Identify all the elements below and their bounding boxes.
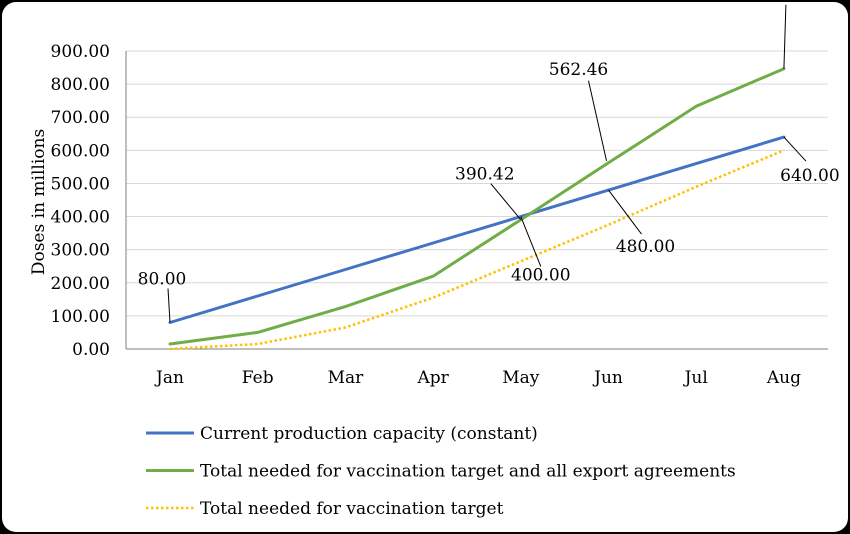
y-tick-label: 0.00 [72, 340, 110, 360]
data-label-leader [167, 288, 171, 323]
data-label-leader [520, 216, 542, 267]
series-lines [168, 67, 786, 351]
y-tick-labels: 0.00 100.00 200.00 300.00 400.00 500.00 600.00… [51, 42, 110, 360]
y-tick-label: 900.00 [51, 42, 110, 62]
x-tick-label: Mar [328, 368, 365, 388]
legend-label: Total needed for vaccination target [200, 499, 504, 519]
data-label: 80.00 [138, 270, 187, 290]
y-tick-label: 800.00 [51, 75, 110, 95]
x-tick-label: May [502, 368, 540, 388]
y-tick-label: 100.00 [51, 307, 110, 327]
series-line-1 [168, 67, 786, 346]
series-line-0 [168, 135, 786, 324]
y-tick-label: 300.00 [51, 241, 110, 261]
y-axis-label: Doses in millions [29, 129, 49, 275]
data-label: 562.46 [549, 60, 608, 80]
x-tick-label: Jun [592, 368, 623, 388]
y-tick-label: 500.00 [51, 174, 110, 194]
data-labels: 80.00390.42400.00562.46480.00846.51640.0… [138, 4, 840, 323]
series-line-2 [169, 149, 785, 351]
data-label-leader [490, 183, 522, 221]
gridlines [126, 50, 828, 350]
data-label: 400.00 [511, 266, 570, 286]
data-label: 480.00 [616, 237, 675, 257]
x-tick-label: Jan [154, 368, 184, 388]
data-label-leader [588, 80, 607, 161]
y-tick-label: 700.00 [51, 108, 110, 128]
y-tick-label: 400.00 [51, 208, 110, 228]
legend-label: Current production capacity (constant) [200, 424, 538, 444]
x-tick-label: Apr [416, 368, 449, 388]
y-tick-label: 200.00 [51, 274, 110, 294]
data-label-leader [608, 189, 642, 235]
data-label-leader [783, 136, 807, 162]
legend-label: Total needed for vaccination target and … [200, 462, 736, 482]
data-label-leader [783, 4, 787, 69]
x-tick-label: Feb [242, 368, 274, 388]
legend: Current production capacity (constant) To… [146, 424, 736, 519]
y-tick-label: 600.00 [51, 141, 110, 161]
x-tick-label: Jul [683, 368, 708, 388]
data-label: 390.42 [455, 165, 514, 185]
data-label: 640.00 [780, 166, 839, 186]
x-tick-label: Aug [766, 368, 801, 388]
x-tick-labels: Jan Feb Mar Apr May Jun Jul Aug [154, 368, 801, 388]
